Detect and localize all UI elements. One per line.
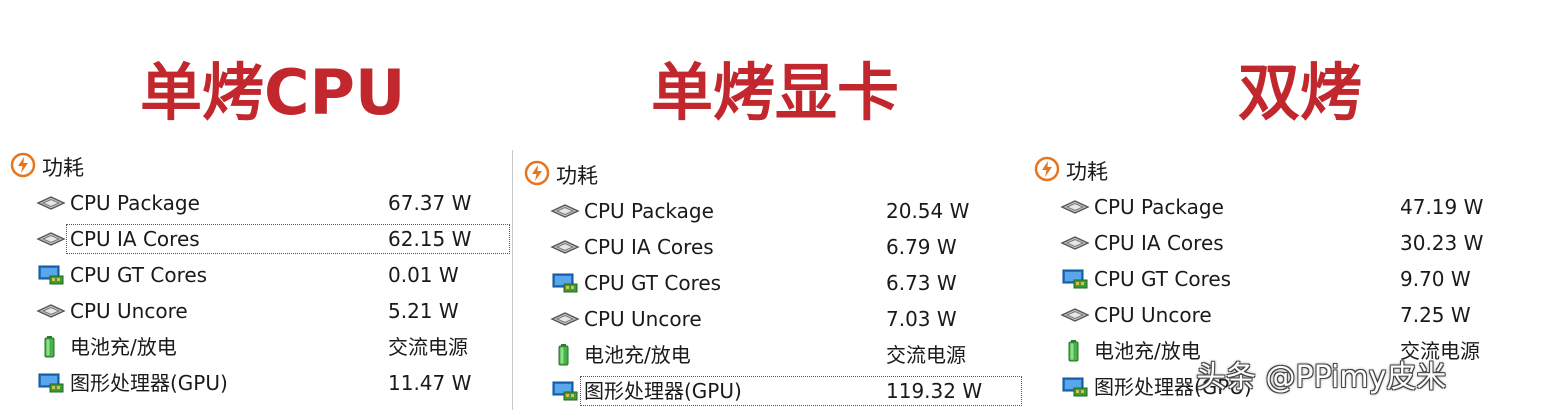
chip-icon [550, 200, 580, 222]
hwinfo-panel-single-gpu: 功耗 CPU Package 20.54 W CPU IA Cores 6.79 W CP… [514, 158, 1024, 418]
gpu-monitor-icon [36, 372, 66, 394]
sensor-name: CPU Package [70, 191, 200, 215]
chip-icon [1060, 196, 1090, 218]
sensor-row[interactable]: CPU GT Cores 6.73 W [514, 266, 1024, 300]
chip-icon [1060, 232, 1090, 254]
sensor-value: 7.25 W [1400, 303, 1471, 327]
sensor-name: 电池充/放电 [584, 343, 691, 367]
row-selection-outline [66, 224, 510, 254]
chip-icon [1060, 304, 1090, 326]
sensor-row[interactable]: CPU IA Cores 6.79 W [514, 230, 1024, 264]
sensor-value: 11.47 W [388, 371, 472, 395]
group-label: 功耗 [1066, 160, 1108, 184]
sensor-name: 图形处理器(GPU) [1094, 375, 1252, 399]
sensor-value: 6.79 W [886, 235, 957, 259]
sensor-name: 电池充/放电 [70, 335, 177, 359]
group-power[interactable]: 功耗 [1034, 154, 1108, 188]
watermark: 头条 @PPimy皮米 [1196, 360, 1447, 395]
battery-icon [550, 344, 580, 366]
group-label: 功耗 [556, 164, 598, 188]
sensor-row[interactable]: 电池充/放电 交流电源 [514, 338, 1024, 372]
sensor-name: CPU IA Cores [70, 227, 200, 251]
sensor-name: 电池充/放电 [1094, 339, 1201, 363]
sensor-value: 7.03 W [886, 307, 957, 331]
sensor-value: 交流电源 [886, 343, 966, 367]
chip-icon [550, 236, 580, 258]
sensor-value: 0.01 W [388, 263, 459, 287]
power-icon [524, 160, 550, 190]
sensor-name: CPU IA Cores [584, 235, 714, 259]
group-power[interactable]: 功耗 [524, 158, 598, 192]
sensor-row[interactable]: CPU Package 20.54 W [514, 194, 1024, 228]
sensor-row[interactable]: CPU IA Cores 62.15 W [0, 222, 512, 256]
group-power[interactable]: 功耗 [10, 150, 84, 184]
sensor-row[interactable]: 电池充/放电 交流电源 [0, 330, 512, 364]
sensor-value: 30.23 W [1400, 231, 1484, 255]
sensor-name: 图形处理器(GPU) [70, 371, 228, 395]
sensor-name: CPU GT Cores [584, 271, 722, 295]
sensor-row[interactable]: 电池充/放电 交流电源 [1024, 334, 1541, 368]
sensor-value: 交流电源 [1400, 339, 1480, 363]
sensor-value: 67.37 W [388, 191, 472, 215]
sensor-name: CPU Uncore [1094, 303, 1212, 327]
sensor-value: 5.21 W [388, 299, 459, 323]
sensor-row[interactable]: CPU Package 67.37 W [0, 186, 512, 220]
sensor-value: 交流电源 [388, 335, 468, 359]
sensor-value: 47.19 W [1400, 195, 1484, 219]
sensor-value: 20.54 W [886, 199, 970, 223]
sensor-name: CPU GT Cores [70, 263, 208, 287]
power-icon [10, 152, 36, 182]
sensor-row[interactable]: CPU Uncore 7.03 W [514, 302, 1024, 336]
gpu-monitor-icon [1060, 376, 1090, 398]
battery-icon [1060, 340, 1090, 362]
sensor-row[interactable]: CPU GT Cores 0.01 W [0, 258, 512, 292]
sensor-name: CPU Uncore [70, 299, 188, 323]
gpu-monitor-icon [1060, 268, 1090, 290]
chip-icon [36, 300, 66, 322]
sensor-name: 图形处理器(GPU) [584, 379, 742, 403]
sensor-row[interactable]: CPU IA Cores 30.23 W [1024, 226, 1541, 260]
sensor-name: CPU GT Cores [1094, 267, 1232, 291]
chip-icon [36, 228, 66, 250]
sensor-name: CPU Uncore [584, 307, 702, 331]
gpu-monitor-icon [550, 380, 580, 402]
sensor-row[interactable]: CPU Uncore 7.25 W [1024, 298, 1541, 332]
power-icon [1034, 156, 1060, 186]
sensor-row[interactable]: 图形处理器(GPU) [1024, 370, 1541, 404]
sensor-name: CPU IA Cores [1094, 231, 1224, 255]
chip-icon [36, 192, 66, 214]
sensor-row[interactable]: CPU GT Cores 9.70 W [1024, 262, 1541, 296]
sensor-row[interactable]: 图形处理器(GPU) 11.47 W [0, 366, 512, 400]
gpu-monitor-icon [550, 272, 580, 294]
battery-icon [36, 336, 66, 358]
sensor-value: 9.70 W [1400, 267, 1471, 291]
gpu-monitor-icon [36, 264, 66, 286]
sensor-row[interactable]: CPU Uncore 5.21 W [0, 294, 512, 328]
sensor-row[interactable]: 图形处理器(GPU) 119.32 W [514, 374, 1024, 408]
sensor-name: CPU Package [584, 199, 714, 223]
sensor-name: CPU Package [1094, 195, 1224, 219]
group-label: 功耗 [42, 156, 84, 180]
chip-icon [550, 308, 580, 330]
row-selection-outline [580, 376, 1022, 406]
sensor-value: 62.15 W [388, 227, 472, 251]
sensor-value: 6.73 W [886, 271, 957, 295]
sensor-row[interactable]: CPU Package 47.19 W [1024, 190, 1541, 224]
heading-dual: 双烤 [1237, 56, 1362, 129]
heading-single-cpu: 单烤CPU [140, 56, 406, 129]
sensor-value: 119.32 W [886, 379, 983, 403]
heading-single-gpu: 单烤显卡 [650, 56, 899, 129]
